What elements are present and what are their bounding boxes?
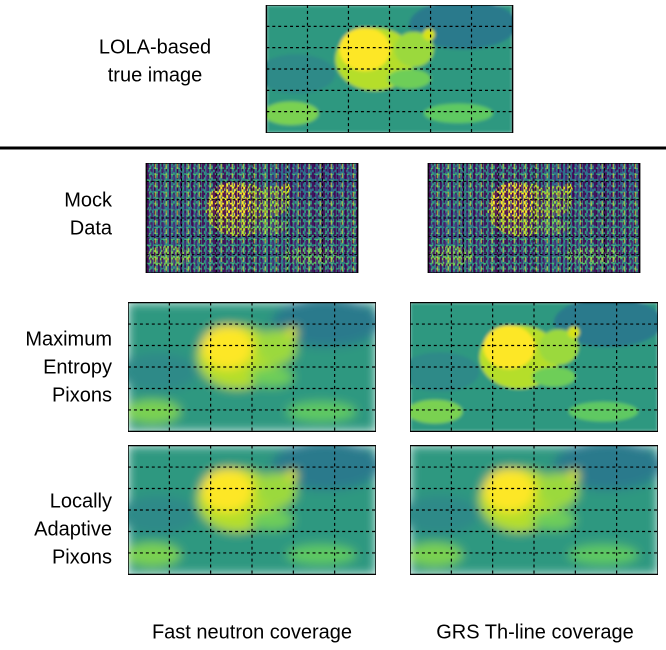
column-label: Fast neutron coverage — [152, 621, 352, 643]
row-label: Maximum — [25, 328, 112, 350]
row-label: Mock — [64, 189, 113, 211]
column-label: GRS Th-line coverage — [436, 621, 634, 643]
map — [118, 441, 381, 575]
map — [138, 159, 362, 273]
row-label: Pixons — [52, 546, 112, 568]
row-label: Data — [70, 217, 113, 239]
top-label: LOLA-based — [99, 36, 211, 58]
map — [118, 298, 381, 432]
map — [400, 298, 663, 432]
row-label: Locally — [50, 490, 112, 512]
map — [400, 441, 663, 575]
map — [420, 159, 644, 273]
true-image — [257, 0, 518, 133]
row-label: Pixons — [52, 384, 112, 406]
top-label: true image — [108, 64, 203, 86]
row-label: Adaptive — [34, 518, 112, 540]
row-label: Entropy — [43, 356, 112, 378]
